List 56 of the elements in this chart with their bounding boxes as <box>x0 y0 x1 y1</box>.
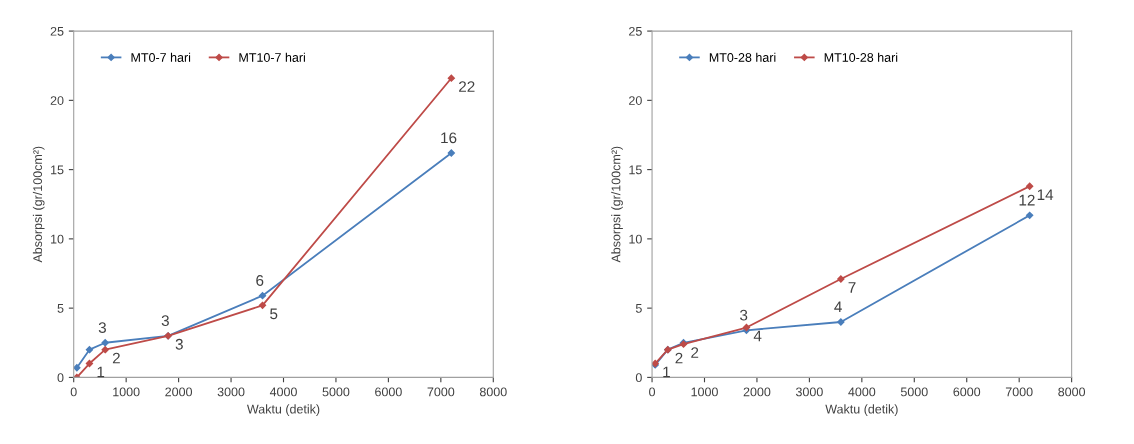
x-axis-title: Waktu (detik) <box>825 404 898 416</box>
y-tick-label: 0 <box>635 373 642 383</box>
data-label: 16 <box>441 132 457 144</box>
data-label: 2 <box>675 352 683 364</box>
legend-label: MT0-28 hari <box>709 52 776 62</box>
data-label: 14 <box>1037 189 1054 200</box>
y-axis-title: Absorpsi (gr/100cm²) <box>611 146 623 263</box>
x-tick-label: 4000 <box>269 387 297 397</box>
y-tick-label: 20 <box>50 96 64 105</box>
x-tick-label: 5000 <box>322 387 350 397</box>
data-label: 3 <box>98 322 106 333</box>
x-tick-label: 5000 <box>900 387 928 397</box>
y-tick-label: 25 <box>50 26 64 36</box>
x-tick-label: 3000 <box>217 387 245 397</box>
data-label: 22 <box>459 81 475 92</box>
legend-label: MT0-7 hari <box>131 52 191 62</box>
x-tick-label: 1000 <box>113 387 140 397</box>
data-label: 7 <box>848 282 856 293</box>
x-tick-label: 1000 <box>691 387 718 397</box>
x-tick-label: 7000 <box>1005 387 1033 397</box>
y-tick-label: 10 <box>629 234 642 244</box>
y-tick-label: 25 <box>629 26 642 36</box>
data-label: 1 <box>97 366 105 378</box>
data-label: 4 <box>834 301 842 313</box>
data-label: 6 <box>256 275 264 286</box>
data-label: 3 <box>175 338 183 350</box>
x-tick-label: 3000 <box>795 387 823 397</box>
data-label: 2 <box>691 347 699 358</box>
x-tick-label: 0 <box>649 387 656 397</box>
data-label: 1 <box>663 366 670 378</box>
data-label: 4 <box>753 330 762 342</box>
y-tick-label: 5 <box>57 304 64 313</box>
x-tick-label: 2000 <box>165 387 193 397</box>
y-tick-label: 15 <box>629 165 642 175</box>
x-tick-label: 6000 <box>375 387 402 397</box>
x-tick-label: 0 <box>70 387 77 397</box>
x-axis-title: Waktu (detik) <box>246 404 320 416</box>
x-tick-label: 8000 <box>479 387 507 397</box>
legend-label: MT10-28 hari <box>824 52 898 62</box>
x-tick-label: 4000 <box>848 387 876 397</box>
y-tick-label: 15 <box>51 165 64 175</box>
data-label: 3 <box>161 315 169 327</box>
x-tick-label: 2000 <box>743 387 771 397</box>
y-tick-label: 20 <box>629 96 642 105</box>
data-label: 3 <box>740 309 748 321</box>
y-axis-title: Absorpsi (gr/100cm²) <box>32 146 45 263</box>
x-tick-label: 8000 <box>1058 387 1086 397</box>
data-label: 2 <box>112 352 120 364</box>
y-tick-label: 10 <box>51 234 64 244</box>
x-tick-label: 7000 <box>427 387 455 397</box>
x-tick-label: 6000 <box>953 387 981 397</box>
y-tick-label: 5 <box>635 304 642 313</box>
data-label: 12 <box>1019 194 1035 206</box>
legend-label: MT10-7 hari <box>239 52 305 62</box>
data-label: 5 <box>270 308 278 320</box>
y-tick-label: 0 <box>57 373 64 383</box>
